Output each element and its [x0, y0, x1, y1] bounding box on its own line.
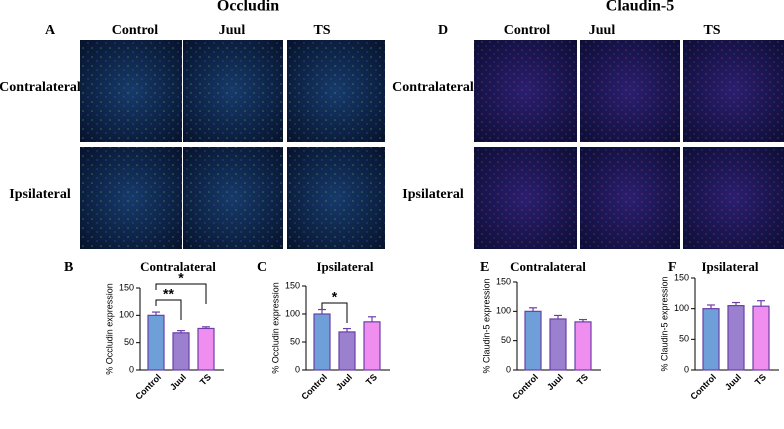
- significance-label: **: [163, 286, 174, 302]
- y-tick-label: 100: [285, 308, 300, 318]
- micrographs: [80, 40, 784, 249]
- row-label: Ipsilateral: [9, 187, 71, 202]
- significance-label: *: [332, 289, 338, 305]
- micrograph-texture: [287, 147, 385, 249]
- significance-bracket: [155, 299, 182, 320]
- x-tick-label: Juul: [334, 372, 354, 392]
- chart-title: Ipsilateral: [316, 259, 373, 274]
- bar: [338, 331, 356, 371]
- chart-title: Contralateral: [510, 259, 586, 274]
- y-tick-label: 150: [119, 282, 134, 292]
- micrograph-texture: [80, 40, 182, 142]
- column-header: TS: [313, 23, 330, 38]
- bar: [197, 327, 215, 371]
- y-tick-label: 150: [285, 280, 300, 290]
- chart-title: Contralateral: [140, 259, 216, 274]
- bar: [574, 321, 592, 371]
- column-header: TS: [703, 23, 720, 38]
- column-header: Juul: [219, 23, 246, 38]
- bar: [549, 318, 567, 371]
- row-label: Ipsilateral: [402, 187, 464, 202]
- y-tick-label: 150: [674, 272, 689, 282]
- micrograph-texture: [683, 40, 784, 142]
- micrograph-texture: [287, 40, 385, 142]
- x-tick-label: Control: [688, 372, 718, 402]
- x-tick-label: Control: [299, 372, 329, 402]
- x-tick-label: Control: [510, 372, 540, 402]
- y-axis-label: % Claudin-5 expression: [481, 278, 491, 373]
- y-tick-label: 50: [124, 337, 134, 347]
- y-tick-label: 0: [295, 364, 300, 374]
- micrograph-texture: [580, 147, 680, 249]
- y-tick-label: 50: [501, 335, 511, 345]
- title: Claudin-5: [606, 0, 674, 15]
- panel-letter: F: [668, 260, 677, 275]
- bar: [363, 321, 381, 371]
- y-tick-label: 50: [679, 334, 689, 344]
- x-tick-label: TS: [753, 372, 768, 387]
- micrograph-texture: [474, 147, 577, 249]
- column-header: Control: [504, 23, 551, 38]
- column-header: Control: [112, 23, 159, 38]
- y-tick-label: 150: [496, 276, 511, 286]
- y-tick-label: 100: [119, 310, 134, 320]
- bar: [147, 314, 165, 371]
- y-tick-label: 100: [674, 303, 689, 313]
- x-tick-label: TS: [198, 372, 213, 387]
- title: Occludin: [217, 0, 279, 15]
- bar: [752, 305, 770, 371]
- micrograph-texture: [183, 147, 283, 249]
- row-label: Contralateral: [0, 80, 81, 95]
- y-axis-label: % Claudin-5 expression: [659, 276, 669, 371]
- bar: [172, 332, 190, 371]
- column-header: Juul: [589, 23, 616, 38]
- panel-letter: D: [438, 23, 448, 38]
- panel-letter: E: [480, 260, 489, 275]
- micrograph-texture: [80, 147, 182, 249]
- panel-letter: B: [64, 260, 73, 275]
- panel-letter: A: [45, 23, 56, 38]
- bar: [702, 308, 720, 371]
- micrograph-texture: [183, 40, 283, 142]
- y-axis-label: % Occludin expression: [104, 283, 114, 375]
- bar: [727, 305, 745, 371]
- y-tick-label: 0: [684, 364, 689, 374]
- y-tick-label: 50: [290, 336, 300, 346]
- x-tick-label: TS: [364, 372, 379, 387]
- x-tick-label: Control: [133, 372, 163, 402]
- bar: [313, 313, 331, 371]
- chart-title: Ipsilateral: [701, 259, 758, 274]
- y-tick-label: 0: [506, 364, 511, 374]
- significance-bracket: [155, 283, 207, 304]
- x-tick-label: Juul: [545, 372, 565, 392]
- significance-bracket: [321, 302, 348, 323]
- x-tick-label: Juul: [168, 372, 188, 392]
- row-label: Contralateral: [392, 80, 474, 95]
- micrograph-texture: [474, 40, 577, 142]
- y-tick-label: 100: [496, 306, 511, 316]
- micrograph-texture: [580, 40, 680, 142]
- panel-letter: C: [257, 260, 267, 275]
- x-tick-label: Juul: [723, 372, 743, 392]
- y-tick-label: 0: [129, 364, 134, 374]
- y-axis-label: % Occludin expression: [270, 282, 280, 374]
- significance-label: *: [178, 270, 184, 286]
- x-tick-label: TS: [575, 372, 590, 387]
- bar: [524, 310, 542, 371]
- micrograph-texture: [683, 147, 784, 249]
